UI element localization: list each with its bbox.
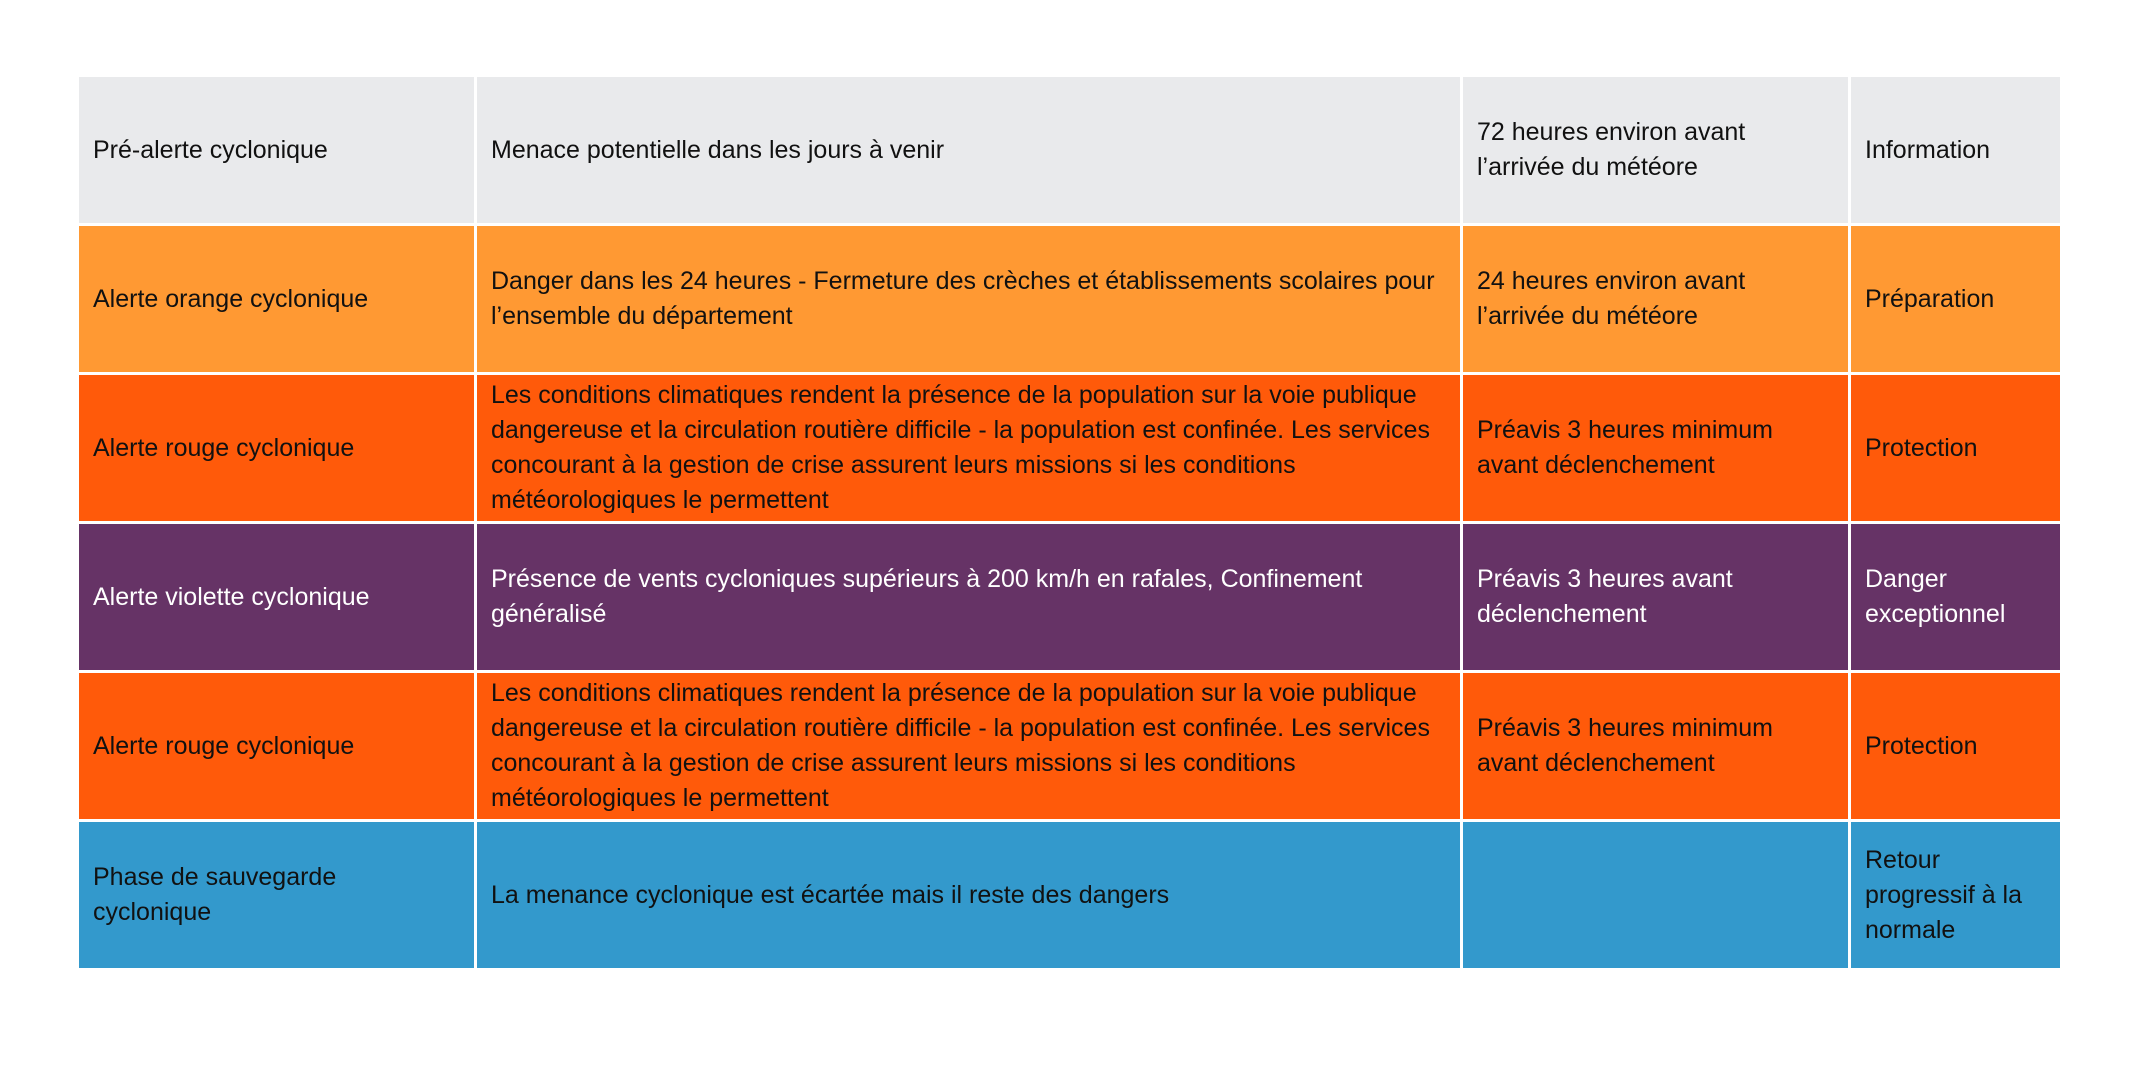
alert-level-cell: Alerte rouge cyclonique: [76, 670, 477, 822]
alert-level-cell: Phase de sauvegarde cyclonique: [76, 819, 477, 971]
timing-cell: Préavis 3 heures minimum avant déclenche…: [1460, 670, 1851, 822]
timing-cell: 24 heures environ avant l’arrivée du mét…: [1460, 223, 1851, 375]
phase-cell: Danger exceptionnel: [1848, 521, 2063, 673]
description-cell: La menance cyclonique est écartée mais i…: [474, 819, 1463, 971]
timing-cell: Préavis 3 heures avant déclenchement: [1460, 521, 1851, 673]
description-cell: Présence de vents cycloniques supérieurs…: [474, 521, 1463, 673]
description-cell: Les conditions climatiques rendent la pr…: [474, 670, 1463, 822]
alert-level-cell: Pré-alerte cyclonique: [76, 74, 477, 226]
phase-cell: Protection: [1848, 372, 2063, 524]
phase-cell: Retour progressif à la normale: [1848, 819, 2063, 971]
table-row: Alerte violette cyclonique Présence de v…: [76, 521, 2063, 673]
table-row: Pré-alerte cyclonique Menace potentielle…: [76, 74, 2063, 226]
phase-cell: Information: [1848, 74, 2063, 226]
table-row: Alerte rouge cyclonique Les conditions c…: [76, 372, 2063, 524]
timing-cell: Préavis 3 heures minimum avant déclenche…: [1460, 372, 1851, 524]
table-row: Phase de sauvegarde cyclonique La menanc…: [76, 819, 2063, 971]
table-row: Alerte rouge cyclonique Les conditions c…: [76, 670, 2063, 822]
alert-level-cell: Alerte orange cyclonique: [76, 223, 477, 375]
timing-cell: [1460, 819, 1851, 971]
cyclone-alert-table: Pré-alerte cyclonique Menace potentielle…: [76, 74, 2063, 971]
description-cell: Menace potentielle dans les jours à veni…: [474, 74, 1463, 226]
table-row: Alerte orange cyclonique Danger dans les…: [76, 223, 2063, 375]
description-cell: Les conditions climatiques rendent la pr…: [474, 372, 1463, 524]
phase-cell: Protection: [1848, 670, 2063, 822]
alert-level-cell: Alerte violette cyclonique: [76, 521, 477, 673]
alert-level-cell: Alerte rouge cyclonique: [76, 372, 477, 524]
description-cell: Danger dans les 24 heures - Fermeture de…: [474, 223, 1463, 375]
timing-cell: 72 heures environ avant l’arrivée du mét…: [1460, 74, 1851, 226]
phase-cell: Préparation: [1848, 223, 2063, 375]
